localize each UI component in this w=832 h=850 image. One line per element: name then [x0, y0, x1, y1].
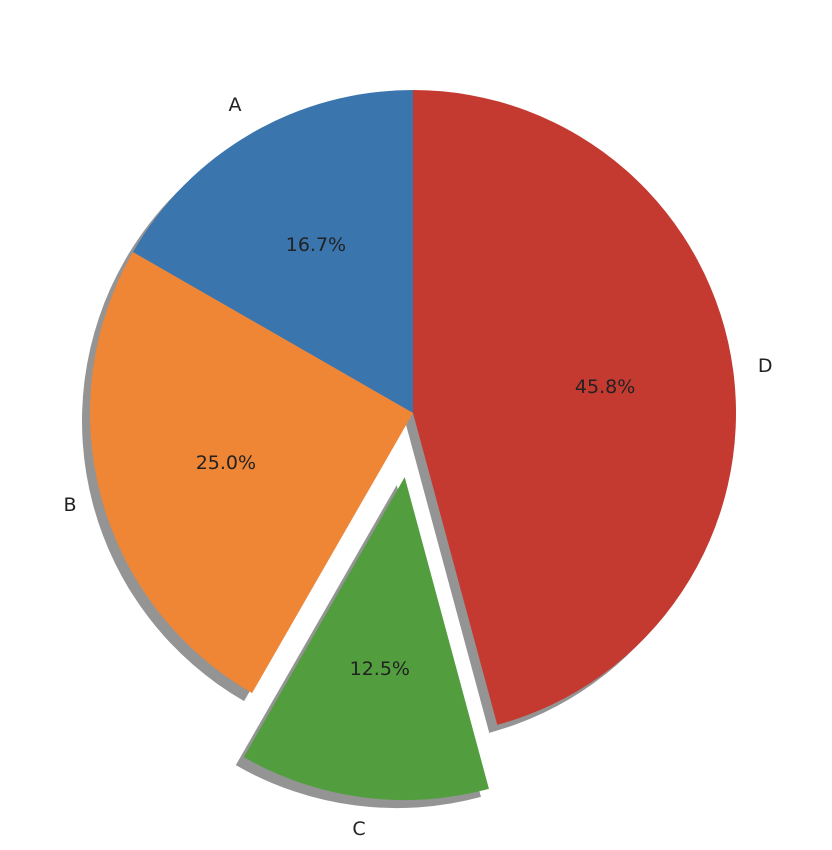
category-label: B	[63, 494, 76, 516]
category-label: D	[758, 355, 773, 377]
wedge	[90, 252, 414, 694]
wedge	[132, 90, 413, 413]
category-label: A	[229, 94, 242, 116]
value-label: 45.8%	[575, 376, 635, 398]
value-label: 16.7%	[286, 234, 346, 256]
wedge	[413, 90, 737, 725]
value-label: 25.0%	[196, 452, 256, 474]
category-label: C	[352, 818, 365, 840]
value-label: 12.5%	[350, 658, 410, 680]
wedge	[243, 477, 489, 801]
